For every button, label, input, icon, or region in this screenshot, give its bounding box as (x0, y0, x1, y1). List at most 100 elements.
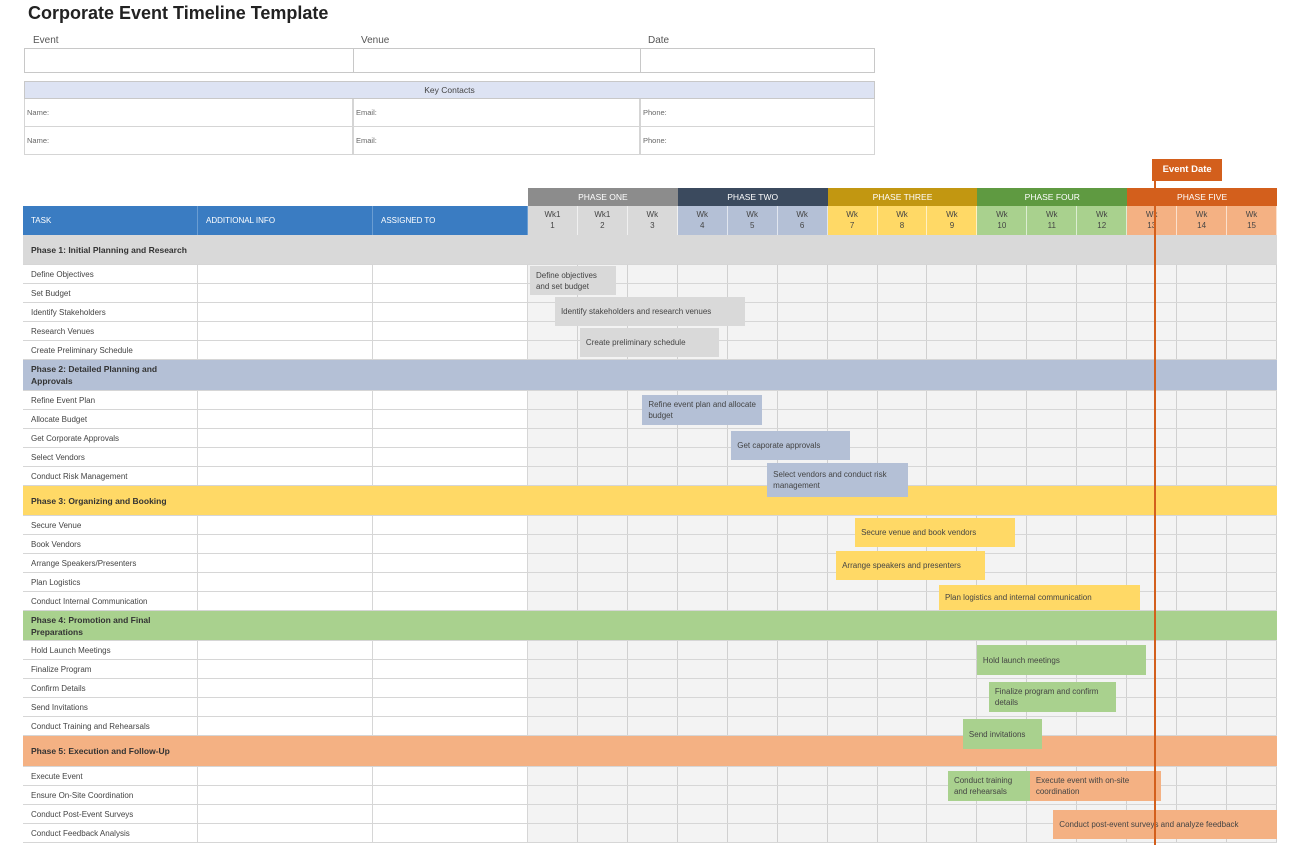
week-cell[interactable] (1177, 592, 1228, 610)
week-cell[interactable] (877, 717, 928, 735)
contact-name-field[interactable]: Name: (24, 127, 353, 155)
week-cell[interactable] (577, 805, 628, 823)
week-cell[interactable] (877, 786, 928, 804)
week-cell[interactable] (528, 660, 578, 678)
week-cell[interactable] (977, 284, 1028, 302)
week-cell[interactable] (677, 767, 728, 785)
week-cell[interactable] (1177, 717, 1228, 735)
week-cell[interactable] (1077, 467, 1128, 485)
contact-name-field[interactable]: Name: (24, 99, 353, 127)
additional-info-cell[interactable] (198, 429, 373, 447)
week-cell[interactable] (927, 467, 978, 485)
week-cell[interactable] (677, 679, 728, 697)
week-cell[interactable] (827, 698, 878, 716)
week-cell[interactable] (927, 824, 978, 842)
week-cell[interactable] (1227, 679, 1277, 697)
week-cell[interactable] (777, 805, 828, 823)
week-cell[interactable] (1227, 265, 1277, 283)
week-cell[interactable] (927, 284, 978, 302)
assigned-to-cell[interactable] (373, 824, 528, 842)
week-cell[interactable] (777, 660, 828, 678)
week-cell[interactable] (727, 767, 778, 785)
week-cell[interactable] (677, 448, 728, 466)
additional-info-cell[interactable] (198, 265, 373, 283)
contact-phone-field[interactable]: Phone: (640, 99, 875, 127)
week-cell[interactable] (1177, 303, 1228, 321)
timeline-bar[interactable]: Get caporate approvals (731, 431, 851, 460)
additional-info-cell[interactable] (198, 592, 373, 610)
week-cell[interactable] (777, 535, 828, 553)
week-cell[interactable] (927, 660, 978, 678)
week-cell[interactable] (927, 341, 978, 359)
timeline-bar[interactable]: Identify stakeholders and research venue… (554, 297, 746, 326)
week-cell[interactable] (1077, 535, 1128, 553)
assigned-to-cell[interactable] (373, 516, 528, 534)
week-cell[interactable] (627, 698, 678, 716)
week-cell[interactable] (627, 429, 678, 447)
week-cell[interactable] (777, 679, 828, 697)
week-cell[interactable] (777, 410, 828, 428)
week-cell[interactable] (1027, 341, 1078, 359)
week-cell[interactable] (1027, 535, 1078, 553)
week-cell[interactable] (877, 341, 928, 359)
week-cell[interactable] (677, 824, 728, 842)
week-cell[interactable] (1177, 786, 1228, 804)
week-cell[interactable] (977, 429, 1028, 447)
week-cell[interactable] (677, 660, 728, 678)
week-cell[interactable] (877, 805, 928, 823)
week-cell[interactable] (927, 698, 978, 716)
week-cell[interactable] (1027, 429, 1078, 447)
week-cell[interactable] (727, 786, 778, 804)
week-cell[interactable] (1127, 467, 1178, 485)
week-cell[interactable] (577, 391, 628, 409)
week-cell[interactable] (1127, 391, 1178, 409)
week-cell[interactable] (827, 265, 878, 283)
week-cell[interactable] (1127, 448, 1178, 466)
week-cell[interactable] (1227, 660, 1277, 678)
week-cell[interactable] (577, 429, 628, 447)
week-cell[interactable] (777, 641, 828, 659)
week-cell[interactable] (977, 265, 1028, 283)
week-cell[interactable] (977, 824, 1028, 842)
week-cell[interactable] (877, 660, 928, 678)
week-cell[interactable] (727, 516, 778, 534)
additional-info-cell[interactable] (198, 303, 373, 321)
week-cell[interactable] (1227, 303, 1277, 321)
week-cell[interactable] (727, 535, 778, 553)
week-cell[interactable] (1077, 554, 1128, 572)
week-cell[interactable] (1227, 698, 1277, 716)
assigned-to-cell[interactable] (373, 429, 528, 447)
week-cell[interactable] (528, 535, 578, 553)
additional-info-cell[interactable] (198, 786, 373, 804)
week-cell[interactable] (677, 573, 728, 591)
week-cell[interactable] (927, 679, 978, 697)
week-cell[interactable] (727, 592, 778, 610)
week-cell[interactable] (1177, 660, 1228, 678)
additional-info-cell[interactable] (198, 341, 373, 359)
week-cell[interactable] (977, 467, 1028, 485)
week-cell[interactable] (927, 805, 978, 823)
week-cell[interactable] (877, 767, 928, 785)
week-cell[interactable] (1227, 322, 1277, 340)
week-cell[interactable] (1027, 303, 1078, 321)
additional-info-cell[interactable] (198, 660, 373, 678)
week-cell[interactable] (627, 641, 678, 659)
additional-info-cell[interactable] (198, 554, 373, 572)
week-cell[interactable] (1227, 717, 1277, 735)
week-cell[interactable] (827, 592, 878, 610)
week-cell[interactable] (1177, 516, 1228, 534)
week-cell[interactable] (1227, 429, 1277, 447)
week-cell[interactable] (528, 786, 578, 804)
week-cell[interactable] (528, 805, 578, 823)
timeline-bar[interactable]: Arrange speakers and presenters (836, 551, 986, 580)
week-cell[interactable] (1177, 698, 1228, 716)
week-cell[interactable] (927, 322, 978, 340)
week-cell[interactable] (1077, 429, 1128, 447)
week-cell[interactable] (1177, 284, 1228, 302)
week-cell[interactable] (727, 573, 778, 591)
week-cell[interactable] (727, 698, 778, 716)
week-cell[interactable] (1227, 410, 1277, 428)
timeline-bar[interactable]: Define objectives and set budget (529, 266, 616, 295)
week-cell[interactable] (727, 660, 778, 678)
week-cell[interactable] (1177, 535, 1228, 553)
